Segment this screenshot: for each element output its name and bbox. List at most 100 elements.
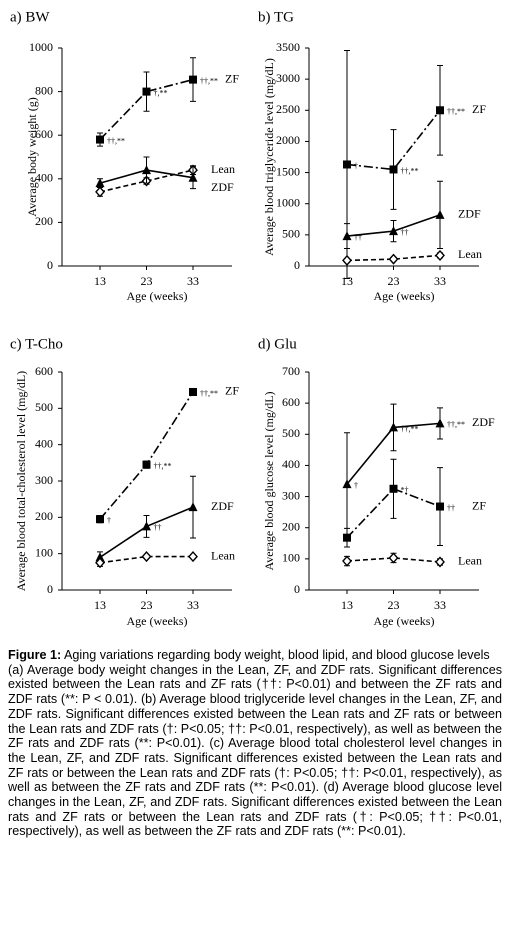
y-axis-label: Average blood glucose level (mg/dL): [262, 391, 276, 570]
marker: [95, 186, 105, 198]
series: [95, 551, 198, 569]
x-tick-label: 23: [388, 274, 400, 288]
marker: [389, 226, 398, 236]
y-tick-label: 300: [282, 488, 300, 502]
series-label: Lean: [211, 162, 235, 176]
marker: [95, 178, 105, 188]
y-tick-label: 800: [35, 83, 53, 97]
y-tick-label: 0: [294, 582, 300, 596]
y-tick-label: 600: [282, 395, 300, 409]
marker: [189, 75, 197, 84]
series-label: Lean: [458, 554, 482, 568]
marker: [95, 557, 105, 569]
y-axis-label: Average blood triglyceride level (mg/dL): [262, 58, 276, 256]
annotation: †,**: [154, 88, 168, 97]
series-label: ZF: [472, 102, 486, 116]
y-tick-label: 3000: [276, 71, 300, 85]
x-axis-label: Age (weeks): [127, 614, 188, 628]
annotation: ††,**: [447, 420, 465, 429]
marker: [436, 106, 444, 115]
x-axis-label: Age (weeks): [374, 614, 435, 628]
series: [95, 156, 198, 190]
x-tick-label: 13: [94, 274, 106, 288]
y-tick-label: 600: [35, 127, 53, 141]
y-tick-label: 2000: [276, 133, 300, 147]
series-label: Lean: [211, 548, 235, 562]
series-label: ZDF: [472, 415, 495, 429]
series-label: ZF: [225, 384, 239, 398]
x-tick-label: 33: [434, 598, 446, 612]
marker: [435, 418, 445, 428]
series-label: ZF: [225, 71, 239, 85]
x-tick-label: 23: [141, 598, 153, 612]
y-tick-label: 200: [282, 519, 300, 533]
series-label: ZF: [472, 498, 486, 512]
annotation: †: [107, 516, 111, 525]
marker: [389, 422, 398, 432]
marker: [435, 249, 445, 261]
series-line: [346, 487, 441, 539]
marker: [389, 484, 398, 493]
annotation: ††,**: [200, 76, 218, 85]
marker: [435, 556, 445, 568]
caption-heading: Figure 1: Aging variations regarding bod…: [8, 648, 502, 663]
y-tick-label: 0: [47, 258, 53, 272]
marker: [436, 502, 444, 511]
figure: a) BW Average body weight (g) Age (weeks) 0…: [10, 9, 495, 628]
y-tick-label: 600: [35, 364, 53, 378]
annotation: ††,**: [401, 424, 419, 433]
y-tick-label: 100: [35, 545, 53, 559]
caption-title: Aging variations regarding body weight, …: [64, 648, 490, 662]
series-line: [99, 78, 194, 141]
series: † ††,** ††,**: [343, 49, 465, 279]
series: *† ††: [343, 458, 455, 548]
caption-body: (a) Average body weight changes in the L…: [8, 662, 502, 839]
marker: [343, 533, 351, 542]
y-tick-label: 300: [35, 473, 53, 487]
marker: [342, 231, 352, 241]
series: [342, 552, 445, 568]
series-line: [99, 391, 194, 520]
y-tick-label: 1500: [276, 164, 300, 178]
annotation: ††: [447, 503, 455, 512]
marker: [142, 87, 151, 96]
annotation: ††,**: [154, 461, 172, 470]
annotation: †: [354, 161, 358, 170]
y-tick-label: 400: [282, 457, 300, 471]
chart-title: b) TG: [258, 9, 294, 25]
annotation: ††: [154, 523, 162, 532]
y-tick-label: 500: [282, 426, 300, 440]
series-label: ZDF: [458, 207, 481, 221]
y-tick-label: 0: [47, 582, 53, 596]
y-tick-label: 500: [282, 227, 300, 241]
series: [342, 249, 445, 266]
marker: [342, 254, 352, 266]
y-tick-label: 400: [35, 171, 53, 185]
marker: [188, 502, 198, 512]
chart-title: d) Glu: [258, 336, 297, 352]
y-tick-label: 3500: [276, 40, 300, 54]
marker: [342, 479, 352, 489]
series: †† ††: [342, 180, 445, 250]
marker: [142, 521, 151, 531]
series: ††,** †,** ††,**: [96, 57, 218, 147]
annotation: ††,**: [447, 107, 465, 116]
y-axis-label: Average blood total-cholesterol level (m…: [14, 371, 28, 591]
x-tick-label: 23: [141, 274, 153, 288]
x-axis-label: Age (weeks): [127, 289, 188, 303]
annotation: ††,**: [401, 166, 419, 175]
y-tick-label: 1000: [29, 40, 53, 54]
x-tick-label: 33: [187, 274, 199, 288]
marker: [142, 460, 151, 469]
x-tick-label: 13: [94, 598, 106, 612]
y-tick-label: 400: [35, 436, 53, 450]
y-tick-label: 1000: [276, 195, 300, 209]
marker: [142, 165, 151, 175]
series-label: ZDF: [211, 499, 234, 513]
x-tick-label: 13: [341, 598, 353, 612]
caption-label: Figure 1:: [8, 648, 62, 662]
marker: [343, 160, 351, 169]
marker: [435, 209, 445, 219]
y-tick-label: 100: [282, 551, 300, 565]
